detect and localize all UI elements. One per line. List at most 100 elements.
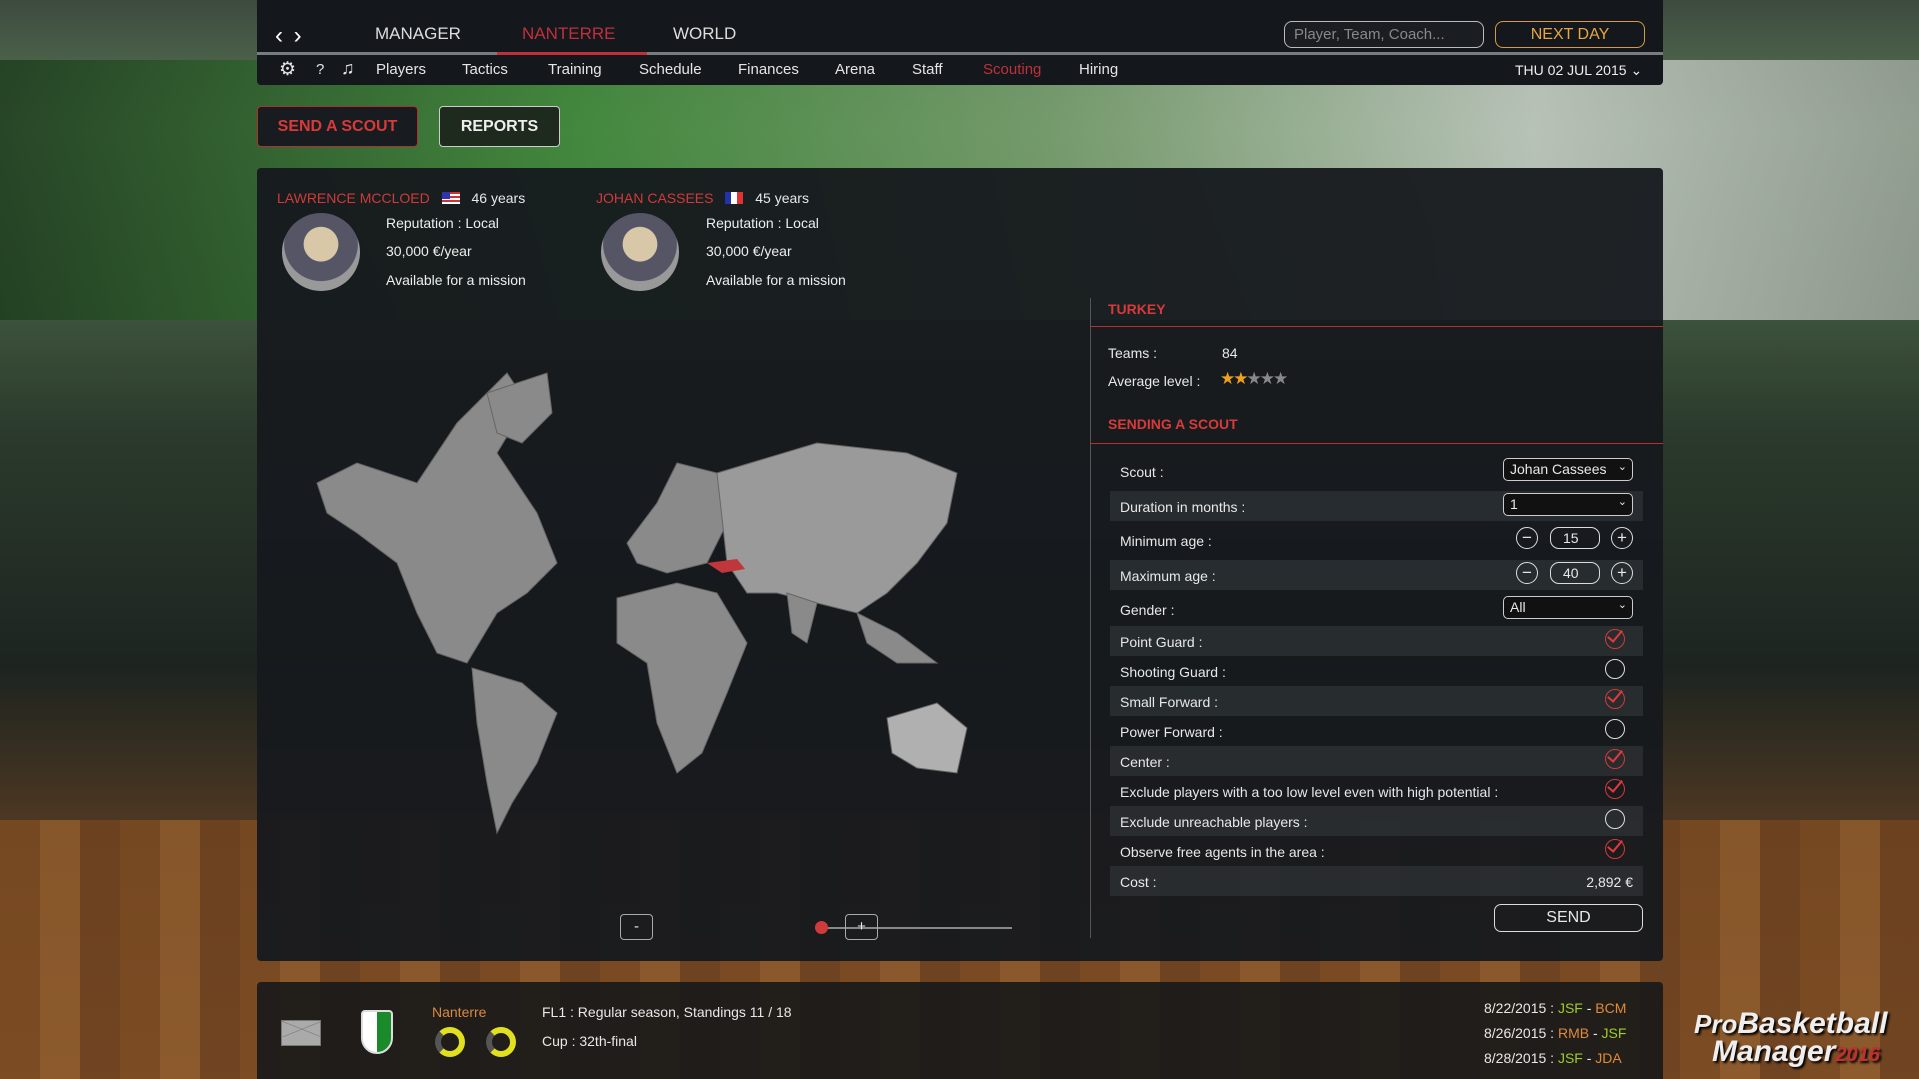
upcoming-match[interactable]: 8/28/2015 : JSF - JDA xyxy=(1484,1050,1622,1066)
team-name[interactable]: Nanterre xyxy=(432,1004,487,1020)
cup-status: Cup : 32th-final xyxy=(542,1033,637,1049)
position-check-row: Shooting Guard : xyxy=(1110,656,1643,686)
music-icon[interactable]: ♫ xyxy=(341,58,355,78)
scout-reputation: Reputation : Local xyxy=(386,215,499,231)
subnav-staff[interactable]: Staff xyxy=(912,61,943,78)
upcoming-match[interactable]: 8/26/2015 : RMB - JSF xyxy=(1484,1025,1627,1041)
position-check-row: Observe free agents in the area : xyxy=(1110,836,1643,866)
min-age-decrement-button[interactable]: − xyxy=(1516,527,1538,549)
unchecked-checkbox[interactable] xyxy=(1605,809,1625,829)
scout-avatar[interactable] xyxy=(282,213,360,291)
upcoming-match[interactable]: 8/22/2015 : JSF - BCM xyxy=(1484,1000,1627,1016)
nav-manager[interactable]: MANAGER xyxy=(375,24,461,43)
back-forward-icons[interactable]: ‹ › xyxy=(275,22,304,49)
nav-world[interactable]: WORLD xyxy=(673,24,737,43)
check-label: Small Forward : xyxy=(1120,694,1219,710)
max-age-label: Maximum age : xyxy=(1120,568,1216,584)
scout-select[interactable]: Johan Cassees ⌄ xyxy=(1503,458,1633,481)
map-europe xyxy=(626,462,728,574)
position-check-row: Small Forward : xyxy=(1110,686,1643,716)
gear-icon[interactable]: ⚙ xyxy=(279,59,297,80)
scouting-panel: LAWRENCE MCCLOED 46 years Reputation : L… xyxy=(257,168,1663,961)
position-check-row: Power Forward : xyxy=(1110,716,1643,746)
scout-name: LAWRENCE MCCLOED xyxy=(277,190,430,206)
subnav-training[interactable]: Training xyxy=(548,61,602,78)
scout-card-header[interactable]: LAWRENCE MCCLOED 46 years xyxy=(277,190,525,206)
subnav-finances[interactable]: Finances xyxy=(738,61,799,78)
scout-status: Available for a mission xyxy=(386,272,526,288)
scout-card-header[interactable]: JOHAN CASSEES 45 years xyxy=(596,190,809,206)
world-map[interactable] xyxy=(297,363,1057,843)
chevron-down-icon: ⌄ xyxy=(1617,599,1627,611)
scout-name: JOHAN CASSEES xyxy=(596,190,714,206)
mail-icon[interactable] xyxy=(281,1020,321,1046)
help-icon[interactable]: ? xyxy=(316,61,325,78)
unchecked-checkbox[interactable] xyxy=(1605,659,1625,679)
scout-avatar[interactable] xyxy=(601,213,679,291)
max-age-decrement-button[interactable]: − xyxy=(1516,562,1538,584)
checked-checkbox[interactable] xyxy=(1605,749,1625,769)
next-day-button[interactable]: NEXT DAY xyxy=(1495,21,1645,48)
gender-select[interactable]: All ⌄ xyxy=(1503,596,1633,619)
scout-status: Available for a mission xyxy=(706,272,846,288)
cost-label: Cost : xyxy=(1120,874,1157,890)
scout-age: 45 years xyxy=(755,190,809,206)
cost-value: 2,892 € xyxy=(1586,874,1633,890)
scout-label: Scout : xyxy=(1120,464,1164,480)
star-filled-icon: ★ xyxy=(1233,369,1248,388)
search-input[interactable]: Player, Team, Coach... xyxy=(1284,21,1484,48)
subnav-players[interactable]: Players xyxy=(376,61,427,78)
reports-button[interactable]: REPORTS xyxy=(439,106,560,147)
map-zoom-in-button[interactable]: + xyxy=(845,914,878,940)
subnav-tactics[interactable]: Tactics xyxy=(462,61,508,78)
country-title: TURKEY xyxy=(1108,301,1166,317)
match-away: BCM xyxy=(1595,1000,1627,1016)
position-check-row: Exclude unreachable players : xyxy=(1110,806,1643,836)
checked-checkbox[interactable] xyxy=(1605,839,1625,859)
checked-checkbox[interactable] xyxy=(1605,689,1625,709)
min-age-input[interactable]: 15 xyxy=(1550,527,1600,549)
subnav-scouting[interactable]: Scouting xyxy=(983,61,1042,78)
map-zoom-out-button[interactable]: - xyxy=(620,914,653,940)
duration-select[interactable]: 1 ⌄ xyxy=(1503,493,1633,516)
map-south-asia xyxy=(786,592,818,644)
checked-checkbox[interactable] xyxy=(1605,629,1625,649)
star-empty-icon: ★ xyxy=(1259,369,1275,388)
map-africa xyxy=(616,582,748,774)
position-check-row: Exclude players with a too low level eve… xyxy=(1110,776,1643,806)
map-australia xyxy=(886,702,968,774)
unchecked-checkbox[interactable] xyxy=(1605,719,1625,739)
average-level-stars: ★★★★★ xyxy=(1220,369,1288,389)
nav-nanterre[interactable]: NANTERRE xyxy=(522,24,616,43)
star-empty-icon: ★ xyxy=(1273,369,1288,388)
checked-checkbox[interactable] xyxy=(1605,779,1625,799)
max-age-row: Maximum age : − 40 + xyxy=(1110,560,1643,590)
match-home: JSF xyxy=(1557,1050,1583,1066)
position-check-row: Center : xyxy=(1110,746,1643,776)
scout-row: Scout : Johan Cassees ⌄ xyxy=(1110,456,1643,486)
min-age-row: Minimum age : − 15 + xyxy=(1110,525,1643,555)
send-button[interactable]: SEND xyxy=(1494,904,1643,932)
team-shield-icon[interactable] xyxy=(361,1010,393,1054)
send-scout-button[interactable]: SEND A SCOUT xyxy=(257,106,418,147)
subnav-hiring[interactable]: Hiring xyxy=(1079,61,1119,78)
map-south-america xyxy=(471,667,558,835)
match-home: JSF xyxy=(1557,1000,1583,1016)
min-age-increment-button[interactable]: + xyxy=(1611,527,1633,549)
star-empty-icon: ★ xyxy=(1246,369,1262,388)
scout-salary: 30,000 €/year xyxy=(386,243,472,259)
map-zoom-slider[interactable] xyxy=(822,927,1012,929)
check-label: Observe free agents in the area : xyxy=(1120,844,1325,860)
date-dropdown[interactable]: THU 02 JUL 2015 ⌄ xyxy=(1515,62,1642,79)
max-age-increment-button[interactable]: + xyxy=(1611,562,1633,584)
section-divider xyxy=(1090,326,1663,327)
check-label: Shooting Guard : xyxy=(1120,664,1226,680)
min-age-label: Minimum age : xyxy=(1120,533,1212,549)
check-label: Power Forward : xyxy=(1120,724,1223,740)
subnav-arena[interactable]: Arena xyxy=(835,61,876,78)
max-age-input[interactable]: 40 xyxy=(1550,562,1600,584)
top-bar: ‹ › MANAGER NANTERRE WORLD Player, Team,… xyxy=(257,0,1663,85)
map-zoom-slider-handle[interactable] xyxy=(815,921,828,934)
nav-divider xyxy=(257,52,1663,55)
subnav-schedule[interactable]: Schedule xyxy=(639,61,702,78)
